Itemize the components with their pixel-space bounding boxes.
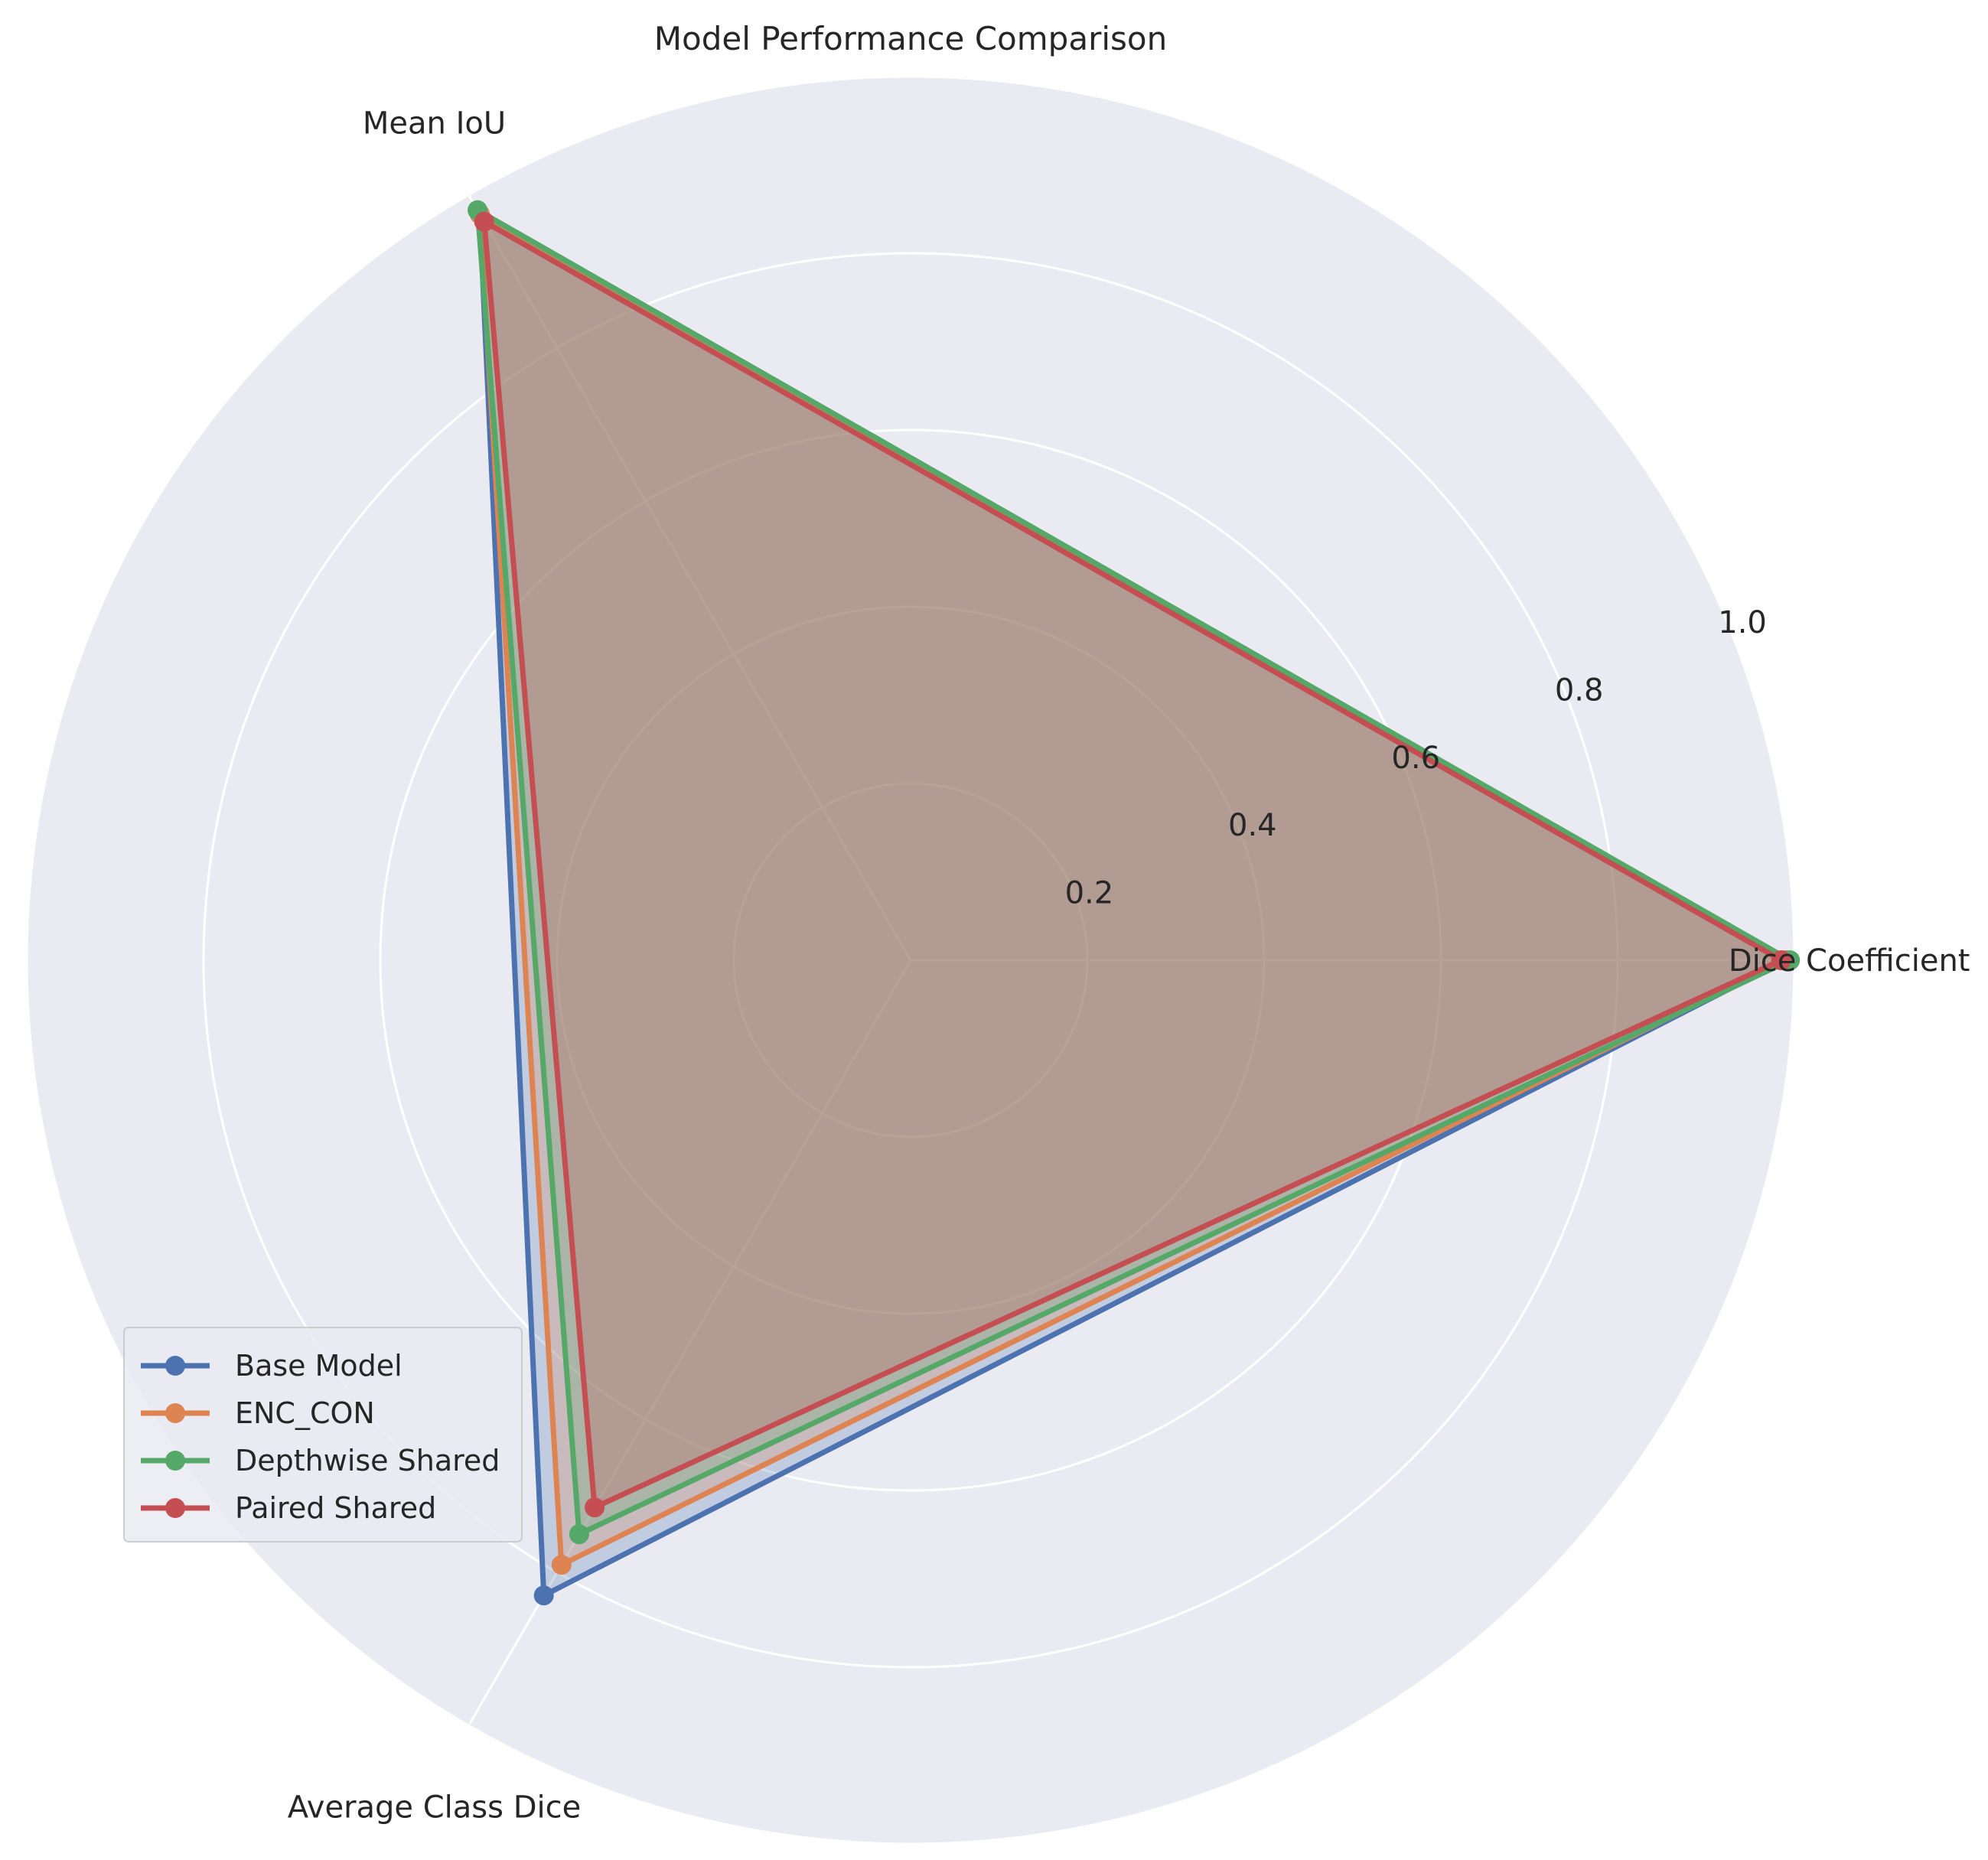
series-line	[481, 219, 1784, 1510]
data-point	[474, 211, 494, 232]
data-point	[533, 1585, 554, 1606]
series-group	[468, 200, 1801, 1606]
spoke-line-2	[468, 194, 912, 961]
data-point	[1771, 950, 1791, 970]
axis-label: Mean IoU	[363, 106, 506, 142]
data-point	[569, 1524, 589, 1545]
series-area	[477, 210, 1791, 1535]
series-line	[474, 207, 1793, 1537]
axis-label: Average Class Dice	[288, 1790, 581, 1825]
legend-label: Depthwise Shared	[235, 1444, 500, 1477]
r-tick-label: 0.2	[1065, 876, 1114, 911]
legend-label: Paired Shared	[235, 1491, 436, 1525]
legend: Base Model ENC_CON Depthwise Shared Paired …	[123, 1327, 523, 1542]
legend-marker	[165, 1356, 185, 1376]
r-tick-label: 0.6	[1391, 741, 1440, 776]
r-tick-label: 1.0	[1718, 605, 1767, 640]
legend-entry: Paired Shared	[141, 1491, 436, 1525]
labels-group: 0.2 0.4 0.6 0.8 1.0 Dice Coefficient Mean IoU A…	[288, 106, 1970, 1826]
axis-label: Dice Coefficient	[1729, 943, 1970, 979]
legend-marker	[165, 1498, 185, 1518]
legend-marker	[165, 1451, 185, 1471]
r-tick-label: 0.8	[1555, 673, 1604, 708]
r-tick-label: 0.4	[1228, 808, 1277, 843]
data-point	[551, 1555, 572, 1575]
series-area	[484, 221, 1781, 1508]
legend-frame	[123, 1327, 523, 1542]
chart-title: Model Performance Comparison	[654, 20, 1167, 57]
legend-entry: ENC_CON	[141, 1396, 375, 1430]
legend-label: ENC_CON	[235, 1396, 375, 1430]
legend-marker	[165, 1403, 185, 1423]
series-area	[479, 213, 1786, 1596]
series-area	[479, 213, 1786, 1565]
data-point	[585, 1497, 605, 1518]
legend-label: Base Model	[235, 1349, 402, 1383]
legend-entry: Depthwise Shared	[141, 1444, 500, 1477]
series-paired-shared	[474, 211, 1791, 1518]
legend-entry: Base Model	[141, 1349, 402, 1383]
